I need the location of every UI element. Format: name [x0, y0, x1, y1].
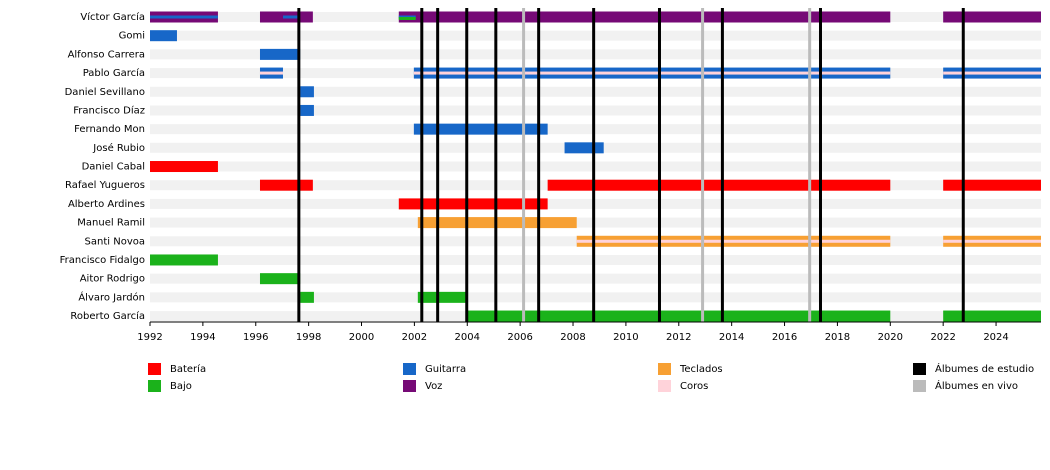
period-bar [300, 86, 314, 98]
x-tick-label: 2012 [666, 332, 691, 343]
x-tick-label: 2022 [930, 332, 955, 343]
period-bar [547, 179, 891, 191]
row-band [150, 30, 1041, 41]
x-tick-label: 1998 [296, 332, 321, 343]
x-tick-label: 2014 [719, 332, 744, 343]
legend-swatch [913, 363, 926, 375]
member-name: José Rubio [92, 142, 145, 154]
legend-label: Teclados [679, 364, 723, 375]
member-name: Manuel Ramil [77, 218, 145, 229]
member-name: Alfonso Carrera [68, 49, 145, 60]
secondary-line [282, 15, 299, 19]
period-bar [417, 291, 467, 303]
x-tick-label: 2020 [878, 332, 903, 343]
row-band [150, 273, 1041, 284]
legend-swatch [148, 380, 161, 392]
x-tick-label: 2004 [455, 332, 480, 343]
row-band [150, 124, 1041, 135]
member-name: Alberto Ardines [68, 199, 145, 210]
row-band [150, 49, 1041, 60]
legend-swatch [913, 380, 926, 392]
member-name: Francisco Fidalgo [60, 255, 145, 266]
period-bar [259, 48, 301, 60]
secondary-line [576, 239, 891, 243]
member-name: Aitor Rodrigo [80, 274, 145, 285]
period-bar [413, 123, 548, 135]
secondary-line [413, 71, 891, 75]
member-name: Gomi [119, 31, 145, 42]
x-tick-label: 2008 [560, 332, 585, 343]
member-name: Víctor García [80, 11, 145, 23]
x-tick-label: 2018 [825, 332, 850, 343]
legend-swatch [403, 363, 416, 375]
row-band [150, 105, 1041, 116]
x-tick-label: 1994 [190, 332, 215, 343]
period-bar [943, 310, 1041, 322]
member-name: Pablo García [83, 67, 145, 79]
row-band [150, 292, 1041, 303]
member-name: Roberto García [70, 310, 145, 322]
period-bar [300, 104, 314, 116]
legend-swatch [148, 363, 161, 375]
member-name: Santi Novoa [85, 236, 145, 247]
legend-label: Álbumes en vivo [935, 379, 1018, 392]
member-name: Álvaro Jardón [78, 290, 145, 303]
member-name: Daniel Cabal [82, 162, 145, 173]
secondary-line [943, 239, 1041, 243]
period-bar [150, 30, 177, 42]
secondary-line [150, 15, 218, 19]
period-bar [564, 142, 604, 154]
x-tick-label: 1996 [243, 332, 268, 343]
legend-label: Bajo [170, 381, 192, 392]
period-bar [259, 273, 301, 285]
period-bar [300, 291, 314, 303]
member-name: Fernando Mon [74, 124, 145, 135]
period-bar [398, 11, 891, 23]
secondary-line [398, 17, 416, 20]
member-name: Daniel Sevillano [65, 87, 145, 98]
row-band [150, 161, 1041, 172]
x-tick-label: 2006 [507, 332, 532, 343]
secondary-line [943, 71, 1041, 75]
secondary-line [259, 71, 283, 75]
x-tick-label: 2016 [772, 332, 797, 343]
x-tick-label: 1992 [137, 332, 162, 343]
legend-swatch [658, 363, 671, 375]
period-bar [150, 254, 218, 266]
row-band [150, 217, 1041, 228]
x-tick-label: 2024 [983, 332, 1008, 343]
period-bar [943, 179, 1041, 191]
period-bar [398, 198, 548, 210]
period-bar [466, 310, 891, 322]
legend-label: Voz [425, 381, 442, 392]
period-bar [259, 179, 313, 191]
period-bar [943, 11, 1041, 23]
x-tick-label: 2000 [349, 332, 374, 343]
row-band [150, 254, 1041, 265]
legend-label: Álbumes de estudio [935, 362, 1034, 375]
member-name: Rafael Yugueros [65, 180, 145, 191]
x-tick-label: 2010 [613, 332, 638, 343]
x-tick-label: 2002 [402, 332, 427, 343]
legend-swatch [658, 380, 671, 392]
legend-swatch [403, 380, 416, 392]
legend-label: Guitarra [425, 364, 466, 375]
period-bar [150, 161, 218, 173]
row-band [150, 198, 1041, 209]
row-band [150, 86, 1041, 97]
legend-label: Batería [170, 363, 206, 375]
member-name: Francisco Díaz [73, 104, 145, 116]
legend-label: Coros [680, 381, 708, 392]
